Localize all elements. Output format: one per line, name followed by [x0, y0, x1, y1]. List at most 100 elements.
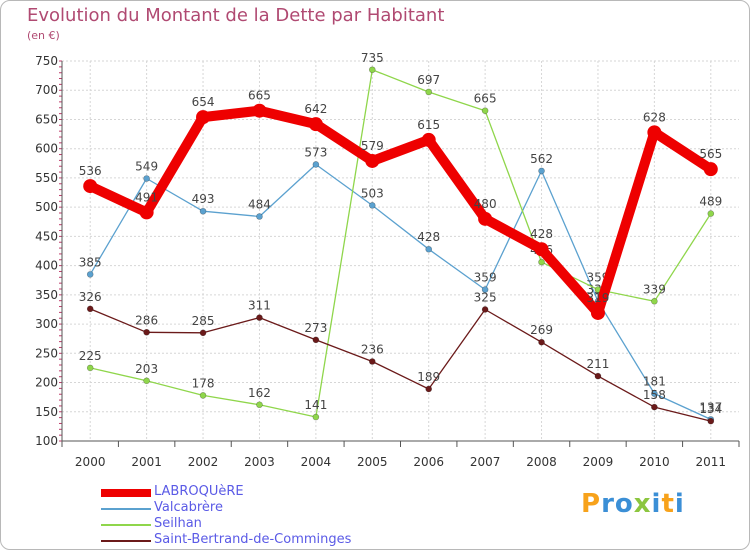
data-point — [86, 364, 94, 372]
data-point — [196, 110, 211, 125]
x-tick-label: 2005 — [357, 455, 388, 469]
data-label: 484 — [248, 198, 271, 212]
data-label: 665 — [474, 92, 497, 106]
data-label: 665 — [248, 89, 271, 103]
data-label: 562 — [530, 152, 553, 166]
data-point — [252, 103, 267, 118]
data-point — [368, 202, 376, 209]
data-point — [651, 403, 658, 411]
legend-label: Saint-Bertrand-de-Comminges — [154, 532, 352, 547]
data-label: 697 — [417, 73, 440, 87]
data-point — [256, 401, 263, 409]
data-label: 225 — [79, 349, 102, 363]
data-point — [594, 372, 602, 380]
legend-item: Seilhan — [101, 516, 431, 533]
y-tick-label: 200 — [35, 376, 58, 390]
x-tick-label: 2009 — [583, 455, 614, 469]
data-label: 273 — [304, 321, 327, 335]
x-tick-label: 2001 — [131, 455, 162, 469]
data-label: 134 — [699, 402, 722, 416]
legend-item: Valcabrère — [101, 500, 431, 517]
x-tick-label: 2002 — [188, 455, 219, 469]
legend-swatch — [101, 508, 151, 510]
legend-item: LABROQUèRE — [101, 484, 431, 501]
data-label: 565 — [699, 147, 722, 161]
data-point — [368, 66, 376, 74]
data-label: 480 — [474, 197, 497, 211]
data-label: 735 — [361, 51, 384, 65]
legend-label: LABROQUèRE — [154, 484, 244, 499]
data-point — [425, 88, 433, 96]
data-label: 158 — [643, 388, 666, 402]
y-tick-label: 450 — [35, 229, 58, 243]
data-point — [308, 117, 323, 132]
x-tick-label: 2011 — [696, 455, 727, 469]
data-label: 573 — [304, 145, 327, 159]
data-point — [481, 107, 489, 114]
chart-title: Evolution du Montant de la Dette par Hab… — [27, 5, 445, 26]
data-label: 211 — [587, 357, 610, 371]
x-tick-label: 2010 — [639, 455, 670, 469]
chart-legend: LABROQUèRE Valcabrère Seilhan Saint-Bertran… — [101, 484, 431, 549]
data-label: 285 — [192, 314, 215, 328]
data-label: 654 — [192, 95, 215, 109]
data-label: 181 — [643, 375, 666, 389]
data-label: 141 — [304, 398, 327, 412]
data-point — [481, 286, 489, 293]
y-tick-label: 700 — [35, 83, 58, 97]
data-label: 503 — [361, 186, 384, 200]
data-point — [538, 338, 545, 346]
y-tick-label: 750 — [35, 54, 58, 68]
data-point — [481, 306, 489, 313]
data-point — [143, 328, 150, 336]
data-point — [538, 258, 545, 266]
data-point — [590, 305, 605, 320]
data-label: 269 — [530, 323, 553, 337]
logo-letter: P — [581, 489, 602, 519]
data-point — [143, 175, 150, 182]
series-line-1 — [89, 163, 712, 421]
proxiti-logo: Proxiti — [581, 489, 685, 519]
data-point — [647, 125, 662, 140]
data-point — [199, 392, 207, 399]
data-label: 236 — [361, 342, 384, 356]
x-tick-label: 2007 — [470, 455, 501, 469]
x-tick-label: 2006 — [413, 455, 444, 469]
data-label: 311 — [248, 299, 271, 313]
data-point — [143, 377, 150, 385]
data-label: 178 — [192, 376, 215, 390]
data-point — [312, 336, 320, 344]
legend-swatch — [101, 524, 151, 526]
data-label: 628 — [643, 110, 666, 124]
data-point — [478, 211, 493, 226]
data-point — [86, 271, 94, 278]
data-label: 189 — [417, 370, 440, 384]
x-tick-label: 2003 — [244, 455, 275, 469]
chart-unit: (en €) — [27, 29, 60, 42]
logo-letter: x — [633, 489, 652, 519]
data-point — [538, 167, 545, 175]
data-point — [86, 305, 94, 313]
logo-letter: o — [614, 489, 634, 519]
y-tick-label: 650 — [35, 112, 58, 126]
data-point — [421, 132, 436, 147]
data-label: 428 — [417, 230, 440, 244]
data-point — [199, 329, 207, 337]
legend-swatch — [101, 540, 151, 542]
data-point — [312, 413, 320, 421]
y-tick-label: 150 — [35, 405, 58, 419]
y-tick-label: 300 — [35, 317, 58, 331]
data-point — [707, 417, 715, 425]
legend-label: Seilhan — [154, 516, 202, 531]
data-point — [707, 210, 715, 217]
data-label: 339 — [643, 282, 666, 296]
data-point — [368, 358, 376, 365]
data-label: 326 — [79, 290, 102, 304]
data-label: 385 — [79, 255, 102, 269]
y-tick-label: 400 — [35, 259, 58, 273]
data-label: 493 — [192, 192, 215, 206]
data-label: 203 — [135, 362, 158, 376]
data-label: 137 — [699, 400, 722, 414]
